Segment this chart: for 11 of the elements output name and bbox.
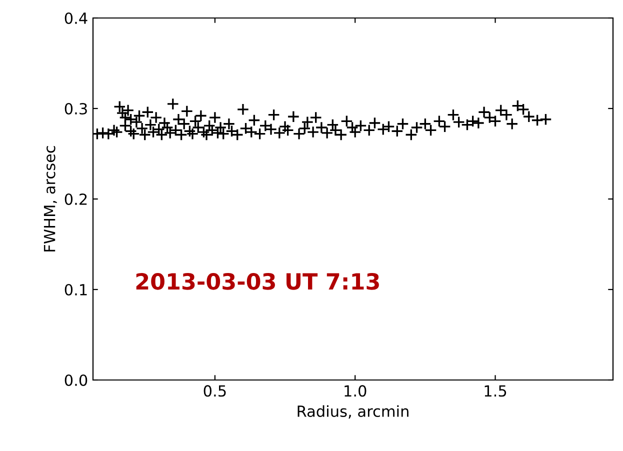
- y-tick-label: 0.0: [64, 374, 88, 386]
- y-tick-label: 0.1: [64, 284, 87, 296]
- y-tick-label: 0.2: [64, 193, 87, 206]
- x-tick-label: 0.5: [204, 385, 226, 397]
- x-tick-label: 1.5: [484, 385, 506, 397]
- annotation: 2013-03-03 UT 7:13: [136, 273, 379, 290]
- y-tick-label: 0.3: [64, 102, 87, 115]
- x-tick-label: 1.0: [344, 385, 366, 397]
- y-axis-title: FWHM, arcsec: [44, 146, 57, 252]
- y-tick-label: 0.4: [64, 12, 88, 24]
- x-axis-title: Radius, arcmin: [298, 405, 408, 419]
